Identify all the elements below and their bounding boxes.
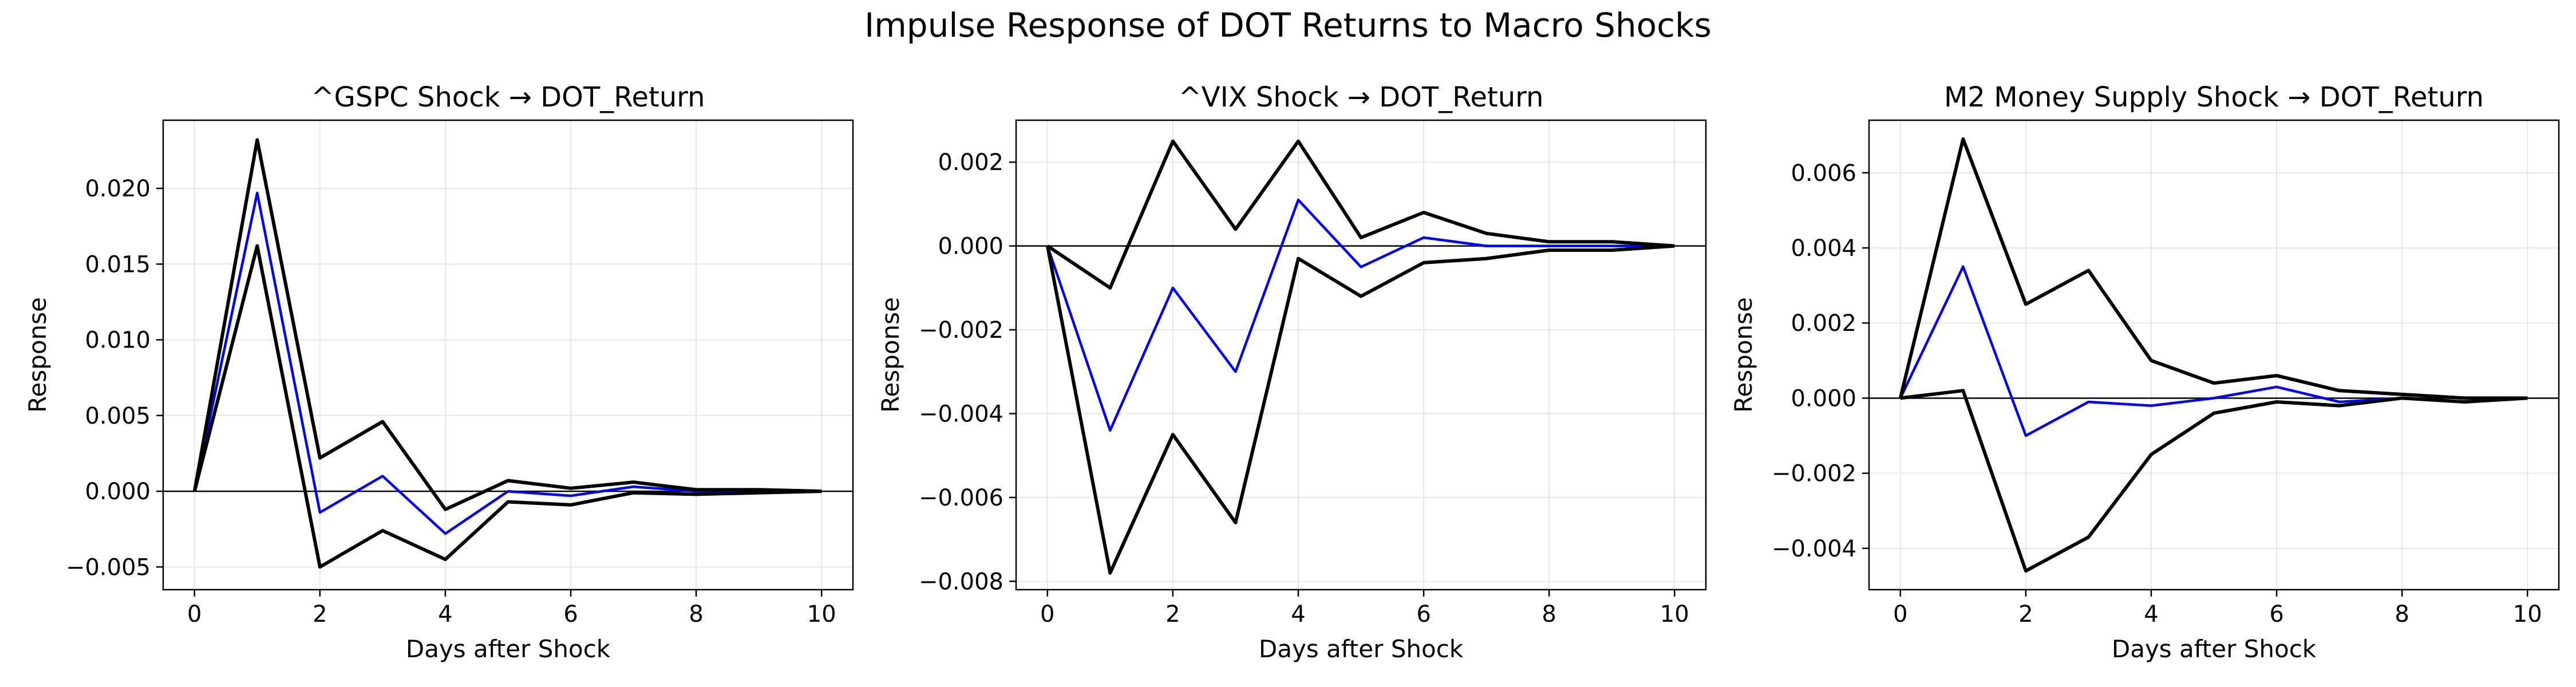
x-tick-label: 8 [689,601,703,627]
x-tick-label: 6 [563,601,578,627]
lower-band-line [1900,389,2528,573]
panel-1: 0 2 4 6 8 10 −0.005 0.000 0.005 0.010 0.015 0.020 ^G… [23,81,854,663]
x-tick-label: 10 [2513,601,2542,627]
x-tick-label: 4 [2144,601,2158,627]
y-tick-label: −0.006 [919,485,1003,511]
y-axis-label: Response [23,297,52,413]
upper-band-line [192,138,822,511]
response-line [1046,198,1675,432]
panel-3: 0 2 4 6 8 10 −0.004 −0.002 0.000 0.002 0.004 0.006 M… [1729,81,2560,663]
y-tick-label: −0.004 [1772,536,1856,562]
x-tick-label: 4 [1291,601,1305,627]
y-tick-label: 0.005 [85,403,151,429]
panels: 0 2 4 6 8 10 −0.005 0.000 0.005 0.010 0.015 0.020 ^G… [23,81,2560,663]
x-axis-label: Days after Shock [2112,635,2317,663]
panel-title: ^VIX Shock → DOT_Return [1179,81,1544,113]
y-tick-label: 0.000 [85,479,151,505]
x-tick-label: 0 [187,601,202,627]
y-axis-label: Response [876,297,904,413]
y-tick-label: 0.006 [1791,160,1856,187]
panel-title: M2 Money Supply Shock → DOT_Return [1944,81,2484,113]
x-tick-label: 8 [1542,601,1556,627]
lower-band-line [192,244,822,569]
x-axis-label: Days after Shock [1259,635,1464,663]
x-tick-label: 4 [438,601,452,627]
x-tick-label: 0 [1040,601,1054,627]
y-tick-label: 0.020 [85,176,151,202]
x-tick-label: 2 [313,601,327,627]
x-tick-label: 0 [1893,601,1907,627]
y-tick-label: −0.002 [1772,461,1856,487]
y-tick-label: −0.005 [66,554,151,581]
x-tick-label: 8 [2395,601,2409,627]
upper-band-line [1046,139,1675,290]
y-tick-label: −0.002 [919,317,1003,344]
plot-frame [1868,119,2560,591]
y-tick-label: 0.004 [1791,235,1856,262]
plot-frame [1015,119,1707,591]
panel-title: ^GSPC Shock → DOT_Return [311,81,705,113]
x-axis-label: Days after Shock [406,635,611,663]
y-tick-label: 0.015 [85,251,151,278]
y-tick-label: −0.008 [919,568,1003,595]
y-tick-label: 0.002 [1791,310,1856,337]
x-tick-label: 6 [2269,601,2283,627]
y-tick-label: −0.004 [919,401,1003,428]
upper-band-line [1898,137,2528,400]
x-tick-label: 2 [2018,601,2033,627]
lower-band-line [1045,244,1675,575]
y-axis-label: Response [1729,297,1757,413]
y-tick-label: 0.000 [1791,385,1856,412]
panel-2: 0 2 4 6 8 10 −0.008 −0.006 −0.004 −0.002 0.000 0.00… [876,81,1707,663]
y-tick-label: 0.002 [938,149,1003,176]
plot-frame [162,119,854,591]
x-tick-label: 6 [1416,601,1431,627]
x-tick-label: 10 [807,601,836,627]
y-tick-label: 0.010 [85,327,151,354]
y-tick-label: 0.000 [938,234,1003,260]
x-tick-label: 10 [1660,601,1689,627]
x-tick-label: 2 [1165,601,1180,627]
figure-title: Impulse Response of DOT Returns to Macro… [864,6,1712,45]
